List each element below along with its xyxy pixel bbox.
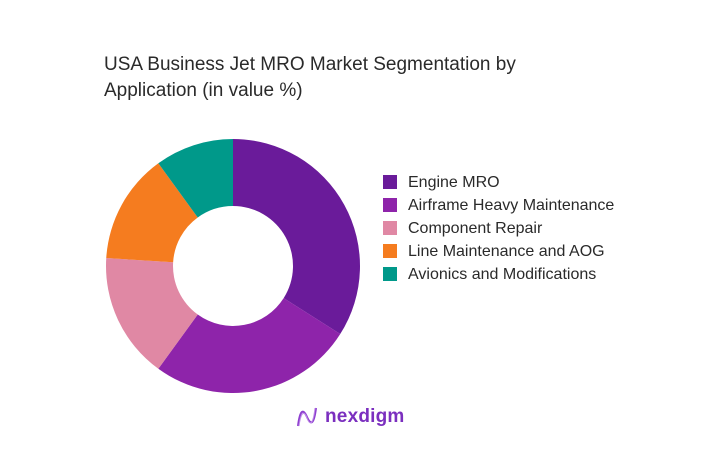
nexdigm-logo-icon — [297, 407, 317, 427]
chart-title: USA Business Jet MRO Market Segmentation… — [104, 54, 516, 101]
legend-item: Airframe Heavy Maintenance — [383, 194, 643, 217]
slice-airframe-heavy-maintenance — [158, 298, 341, 394]
slice-component-repair — [106, 258, 198, 369]
legend-item: Engine MRO — [383, 171, 643, 194]
legend-item: Avionics and Modifications — [383, 263, 643, 286]
legend-label: Component Repair — [408, 220, 543, 237]
brand-name: nexdigm — [325, 406, 405, 427]
legend-label: Avionics and Modifications — [408, 266, 597, 283]
legend-label: Line Maintenance and AOG — [408, 243, 605, 260]
legend-swatch — [383, 175, 397, 189]
legend-label: Airframe Heavy Maintenance — [408, 197, 615, 214]
slice-line-maintenance-and-aog — [106, 163, 198, 263]
legend-swatch — [383, 244, 397, 258]
brand-logo: nexdigm — [295, 405, 405, 429]
legend: Engine MRO Airframe Heavy Maintenance Comp… — [383, 171, 643, 286]
legend-item: Component Repair — [383, 217, 643, 240]
slice-avionics-and-modifications — [158, 139, 233, 218]
legend-item: Line Maintenance and AOG — [383, 240, 643, 263]
legend-swatch — [383, 267, 397, 281]
legend-swatch — [383, 221, 397, 235]
slice-engine-mro — [233, 139, 360, 335]
legend-swatch — [383, 198, 397, 212]
legend-label: Engine MRO — [408, 174, 500, 191]
